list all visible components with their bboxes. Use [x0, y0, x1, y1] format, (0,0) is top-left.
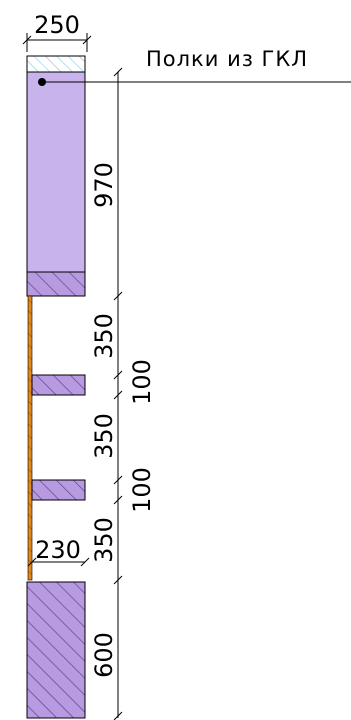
dim-350-bottom: 350 [90, 517, 118, 563]
orange-back-strip [27, 295, 33, 581]
top-cap-hatch [26, 55, 86, 73]
upper-block [26, 71, 86, 273]
dim-970: 970 [90, 162, 118, 208]
top-width-dimension: 250 [22, 11, 92, 52]
annotation-leader: Полки из ГКЛ [38, 47, 351, 86]
shelf-3 [31, 479, 86, 501]
top-width-label: 250 [34, 11, 80, 39]
dim-100-top: 100 [128, 359, 156, 405]
lower-block [26, 581, 86, 719]
dim-350-middle: 350 [90, 413, 118, 459]
dim-600: 600 [90, 632, 118, 678]
inner-width-label: 230 [35, 536, 81, 564]
annotation-label: Полки из ГКЛ [146, 47, 308, 71]
dim-350-top: 350 [90, 313, 118, 359]
vertical-dimension-chain [113, 67, 123, 720]
dim-100-bottom: 100 [128, 467, 156, 513]
shelf-1 [26, 271, 86, 297]
inner-width-dimension: 230 [27, 536, 90, 567]
shelf-2 [31, 374, 86, 396]
